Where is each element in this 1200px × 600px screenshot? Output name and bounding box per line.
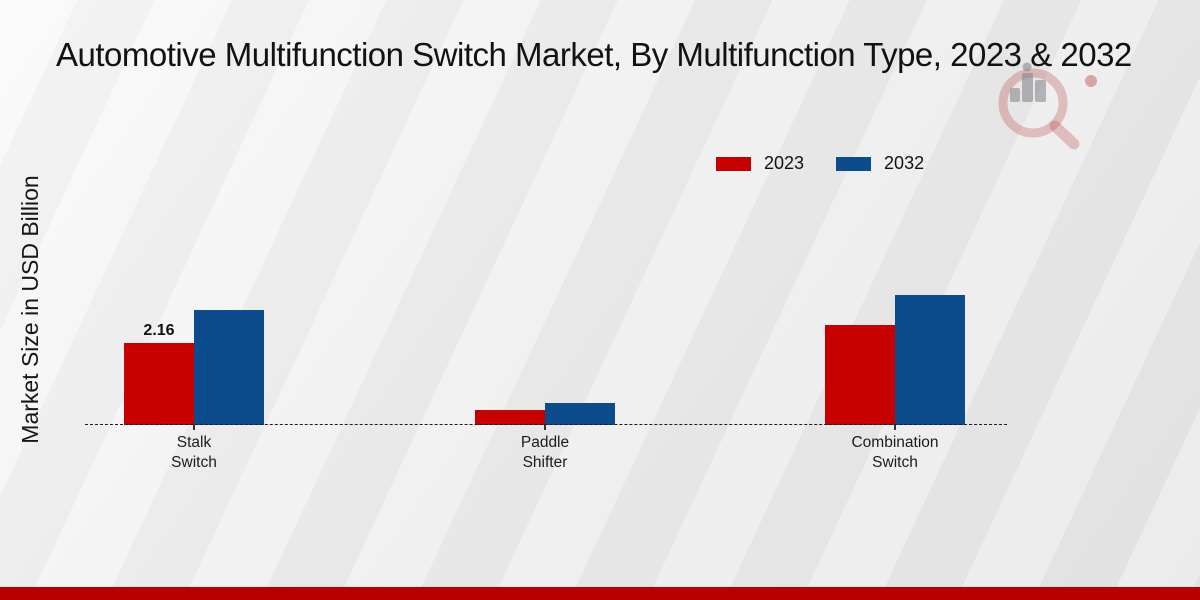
watermark-logo-icon [998, 62, 1097, 150]
x-axis-baseline [85, 424, 1007, 425]
bar-2032-paddle-shifter [545, 403, 615, 425]
legend-item-2023: 2023 [716, 153, 804, 174]
legend-swatch-2023-icon [716, 156, 751, 171]
legend: 2023 2032 [716, 153, 924, 174]
x-axis-tick-paddle-shifter [544, 425, 546, 430]
value-label-2023: 2.16 [143, 322, 175, 339]
bar-2023-stalk-switch [124, 343, 194, 425]
legend-label-2032: 2032 [884, 153, 925, 173]
bar-2032-combination-switch [895, 295, 965, 425]
y-axis-label: Market Size in USD Billion [17, 175, 43, 444]
chart-title: Automotive Multifunction Switch Market, … [56, 36, 1132, 73]
x-axis-tick-stalk-switch [193, 425, 195, 430]
category-label-paddle-shifter: Paddle Shifter [520, 434, 570, 471]
bar-2023-paddle-shifter [475, 410, 545, 425]
legend-label-2023: 2023 [764, 153, 805, 173]
category-label-combination-switch: Combination Switch [851, 434, 939, 471]
legend-swatch-2032-icon [836, 156, 872, 171]
legend-item-2032: 2032 [836, 153, 924, 174]
footer-accent-band [0, 587, 1200, 600]
bar-2023-combination-switch [825, 325, 895, 425]
category-label-stalk-switch: Stalk Switch [171, 434, 217, 471]
x-axis-tick-combination-switch [894, 425, 896, 430]
bar-2032-stalk-switch [194, 310, 264, 425]
